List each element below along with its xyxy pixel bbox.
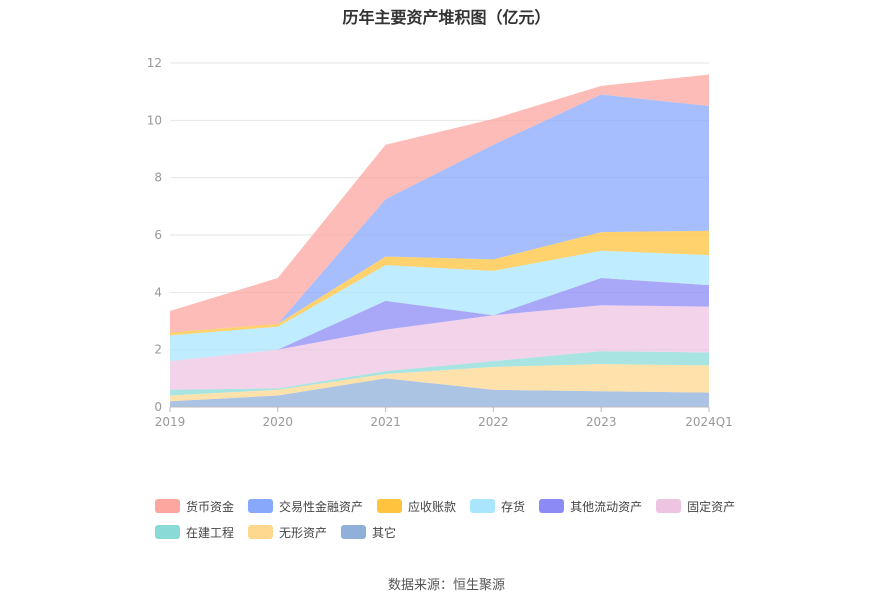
legend-item[interactable]: 其他流动资产 xyxy=(539,498,642,515)
x-tick-label: 2020 xyxy=(263,415,294,429)
legend-swatch xyxy=(377,499,403,513)
source-note: 数据来源：恒生聚源 xyxy=(387,578,505,593)
y-tick-label: 6 xyxy=(154,228,162,242)
legend-swatch xyxy=(248,499,274,513)
legend-label: 应收账款 xyxy=(408,499,457,514)
legend-label: 无形资产 xyxy=(279,525,328,540)
legend-swatch xyxy=(470,499,496,513)
legend-label: 交易性金融资产 xyxy=(279,499,364,514)
legend-item[interactable]: 在建工程 xyxy=(155,524,234,541)
legend-swatch xyxy=(248,525,274,539)
legend-item[interactable]: 存货 xyxy=(470,498,525,515)
legend-item[interactable]: 固定资产 xyxy=(656,498,735,515)
axis-layer: 0 2 4 6 8 10 12 2019 2020 2021 2022 2023 2024Q1 xyxy=(147,56,733,429)
legend-swatch xyxy=(155,525,180,539)
legend-swatch xyxy=(656,499,682,513)
area-series-2 xyxy=(170,351,709,396)
legend-row: 货币资金 交易性金融资产 应收账款 存货 其他流动资产 固定资产 xyxy=(155,495,795,517)
area-series-7 xyxy=(170,94,709,333)
legend-swatch xyxy=(539,499,565,513)
x-tick-label: 2024Q1 xyxy=(685,415,733,429)
area-series-6 xyxy=(170,230,709,336)
y-tick-label: 4 xyxy=(154,285,162,299)
y-tick-label: 2 xyxy=(154,343,162,357)
x-tick-label: 2023 xyxy=(586,415,617,429)
y-tick-label: 0 xyxy=(154,400,162,414)
x-tick-label: 2019 xyxy=(155,415,186,429)
area-series-8 xyxy=(170,74,709,333)
y-tick-label: 12 xyxy=(147,56,162,70)
legend-label: 存货 xyxy=(501,499,526,514)
legend-item[interactable]: 其它 xyxy=(341,524,396,541)
legend-label: 其它 xyxy=(372,525,397,540)
legend-item[interactable]: 应收账款 xyxy=(377,498,456,515)
area-series-3 xyxy=(170,305,709,390)
legend-label: 在建工程 xyxy=(186,525,235,540)
legend-item[interactable]: 交易性金融资产 xyxy=(248,498,363,515)
area-series-5 xyxy=(170,250,709,362)
legend-item[interactable]: 货币资金 xyxy=(155,498,234,515)
area-series-layer xyxy=(170,74,709,407)
legend-label: 固定资产 xyxy=(687,499,736,514)
legend-swatch xyxy=(155,499,180,513)
legend-swatch xyxy=(341,525,367,539)
x-tick-label: 2021 xyxy=(370,415,401,429)
legend-label: 其他流动资产 xyxy=(570,499,643,514)
legend-label: 货币资金 xyxy=(186,499,235,514)
legend-item[interactable]: 无形资产 xyxy=(248,524,327,541)
legend-row: 在建工程 无形资产 其它 xyxy=(155,521,795,543)
area-series-4 xyxy=(170,278,709,362)
y-tick-label: 8 xyxy=(154,171,162,185)
chart-title: 历年主要资产堆积图（亿元） xyxy=(342,8,551,27)
y-tick-label: 10 xyxy=(147,113,162,127)
x-tick-label: 2022 xyxy=(478,415,509,429)
area-series-1 xyxy=(170,364,709,402)
area-series-0 xyxy=(170,378,709,407)
legend: 货币资金 交易性金融资产 应收账款 存货 其他流动资产 固定资产 在建工程 无形资产 其它 xyxy=(155,495,795,547)
